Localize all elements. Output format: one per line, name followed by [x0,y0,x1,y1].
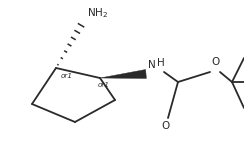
Text: or1: or1 [61,73,73,79]
Text: NH$_2$: NH$_2$ [87,6,108,20]
Polygon shape [100,70,146,78]
Text: or1: or1 [98,82,110,88]
Text: O: O [162,121,170,131]
Text: H: H [157,58,165,68]
Text: O: O [211,57,219,67]
Text: N: N [148,60,156,70]
